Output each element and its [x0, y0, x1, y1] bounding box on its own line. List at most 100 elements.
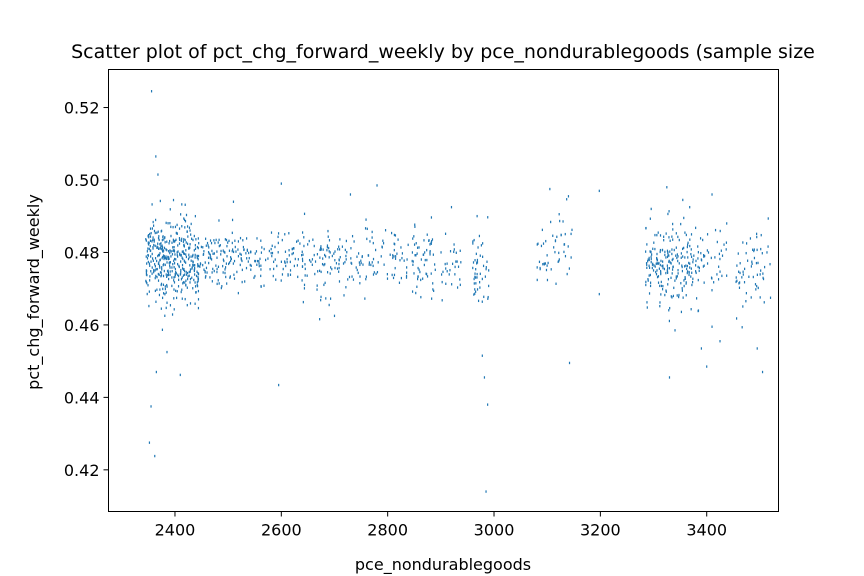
data-point: [414, 225, 416, 228]
data-point: [243, 248, 245, 251]
data-point: [662, 284, 664, 288]
data-point: [258, 262, 260, 265]
data-point: [166, 350, 168, 354]
data-point: [182, 282, 184, 285]
data-point: [175, 272, 177, 275]
data-point: [429, 249, 431, 253]
data-point: [320, 298, 322, 302]
data-point: [191, 267, 193, 270]
data-point: [647, 279, 649, 282]
data-point: [230, 259, 232, 262]
data-point: [487, 295, 489, 299]
data-point: [666, 186, 668, 189]
data-point: [188, 270, 190, 274]
data-point: [148, 243, 150, 246]
data-point: [322, 257, 324, 260]
data-point: [692, 260, 694, 264]
data-point: [314, 272, 316, 276]
data-point: [167, 271, 169, 275]
data-point: [658, 261, 660, 265]
data-point: [401, 256, 403, 260]
data-point: [347, 278, 349, 281]
data-point: [671, 296, 673, 299]
data-point: [171, 269, 173, 273]
chart-title: Scatter plot of pct_chg_forward_weekly b…: [71, 41, 815, 63]
data-point: [369, 240, 371, 243]
data-point: [767, 217, 769, 220]
data-point: [656, 257, 658, 261]
data-point: [481, 300, 483, 303]
data-point: [754, 283, 757, 286]
data-point: [187, 275, 189, 278]
data-point: [322, 248, 324, 251]
x-tick-label: 2600: [261, 521, 302, 540]
data-point: [191, 237, 193, 240]
data-point: [183, 259, 185, 262]
data-point: [212, 252, 214, 255]
data-point: [459, 278, 461, 281]
data-point: [288, 254, 290, 257]
data-point: [651, 263, 654, 266]
data-point: [570, 256, 572, 259]
data-point: [159, 258, 161, 261]
data-point: [671, 248, 673, 251]
data-point: [154, 265, 156, 268]
data-point: [422, 253, 424, 256]
data-point: [215, 264, 217, 267]
data-point: [720, 249, 722, 252]
data-point: [164, 241, 166, 244]
data-point: [695, 271, 697, 275]
data-point: [307, 243, 309, 246]
data-point: [151, 266, 153, 269]
data-point: [205, 237, 207, 240]
data-point: [658, 267, 660, 270]
data-point: [646, 243, 648, 246]
data-point: [204, 276, 207, 279]
data-point: [558, 258, 560, 261]
data-point: [749, 237, 752, 240]
data-point: [158, 264, 161, 267]
data-point: [476, 262, 478, 265]
data-point: [168, 261, 170, 265]
data-point: [205, 274, 207, 278]
data-point: [426, 233, 428, 236]
data-point: [556, 235, 558, 239]
data-point: [191, 266, 193, 269]
data-point: [173, 288, 175, 291]
data-point: [162, 283, 165, 286]
data-point: [168, 256, 170, 259]
data-point: [316, 284, 318, 287]
data-point: [473, 277, 475, 281]
data-point: [344, 260, 346, 264]
data-point: [165, 248, 167, 251]
data-point: [163, 257, 165, 261]
data-point: [662, 266, 664, 270]
data-point: [301, 231, 304, 234]
data-point: [177, 250, 179, 253]
data-point: [177, 262, 179, 266]
data-point: [650, 257, 652, 261]
data-point: [477, 299, 480, 303]
data-point: [674, 279, 676, 282]
data-point: [416, 246, 419, 249]
data-point: [162, 254, 165, 257]
data-point: [478, 234, 481, 238]
data-point: [541, 228, 543, 232]
data-point: [155, 268, 157, 271]
data-point: [339, 238, 341, 241]
data-point: [293, 247, 295, 250]
data-point: [326, 246, 328, 249]
data-point: [327, 235, 329, 238]
data-point: [157, 237, 160, 240]
data-point: [320, 246, 322, 250]
data-point: [417, 277, 419, 281]
data-point: [193, 278, 195, 282]
data-point: [193, 269, 195, 273]
data-point: [254, 259, 256, 263]
data-point: [273, 267, 275, 271]
data-point: [681, 289, 683, 292]
data-point: [423, 239, 425, 242]
data-point: [188, 253, 190, 257]
data-point: [228, 262, 230, 266]
data-point: [338, 266, 340, 270]
